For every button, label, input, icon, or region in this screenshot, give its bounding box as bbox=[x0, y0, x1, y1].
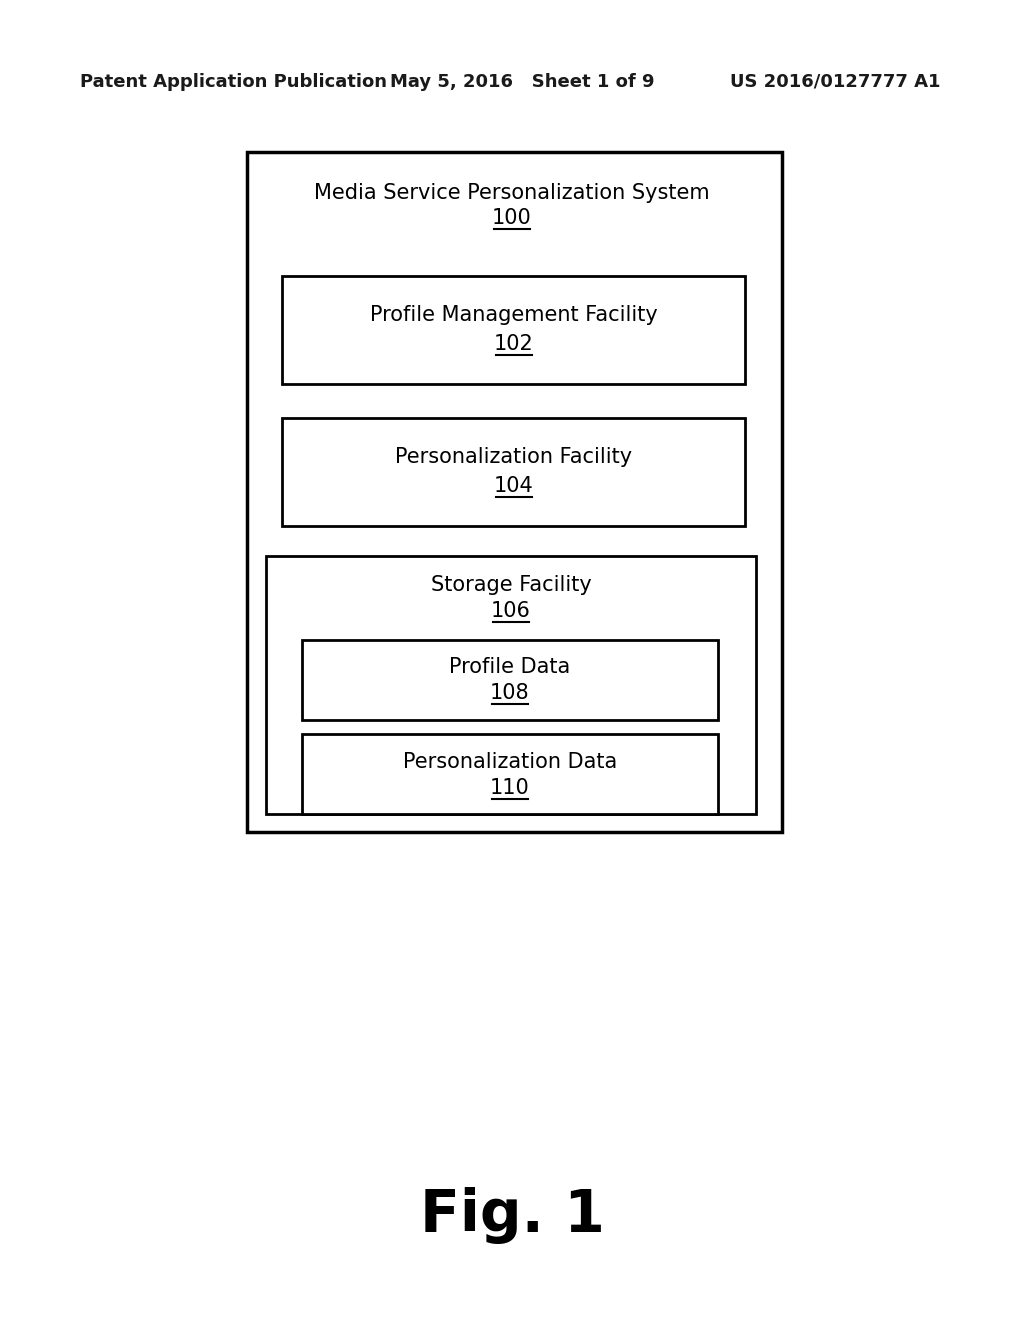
Text: Personalization Facility: Personalization Facility bbox=[395, 447, 633, 467]
Bar bbox=[282, 418, 745, 525]
Text: 100: 100 bbox=[493, 209, 531, 228]
Text: Storage Facility: Storage Facility bbox=[431, 576, 592, 595]
Text: Profile Data: Profile Data bbox=[450, 657, 570, 677]
Text: Fig. 1: Fig. 1 bbox=[420, 1187, 604, 1243]
Text: 110: 110 bbox=[490, 777, 529, 799]
Bar bbox=[302, 734, 718, 814]
Text: 108: 108 bbox=[490, 682, 529, 704]
Text: May 5, 2016   Sheet 1 of 9: May 5, 2016 Sheet 1 of 9 bbox=[390, 73, 654, 91]
Bar bbox=[302, 640, 718, 719]
Text: Media Service Personalization System: Media Service Personalization System bbox=[314, 183, 710, 203]
Text: Personalization Data: Personalization Data bbox=[402, 752, 617, 772]
Text: 106: 106 bbox=[492, 601, 530, 620]
Text: Patent Application Publication: Patent Application Publication bbox=[80, 73, 387, 91]
Bar bbox=[282, 276, 745, 384]
Text: 104: 104 bbox=[495, 477, 534, 496]
Bar bbox=[266, 556, 756, 814]
Text: 102: 102 bbox=[495, 334, 534, 354]
Bar bbox=[247, 152, 782, 832]
Text: Profile Management Facility: Profile Management Facility bbox=[370, 305, 657, 325]
Text: US 2016/0127777 A1: US 2016/0127777 A1 bbox=[730, 73, 940, 91]
